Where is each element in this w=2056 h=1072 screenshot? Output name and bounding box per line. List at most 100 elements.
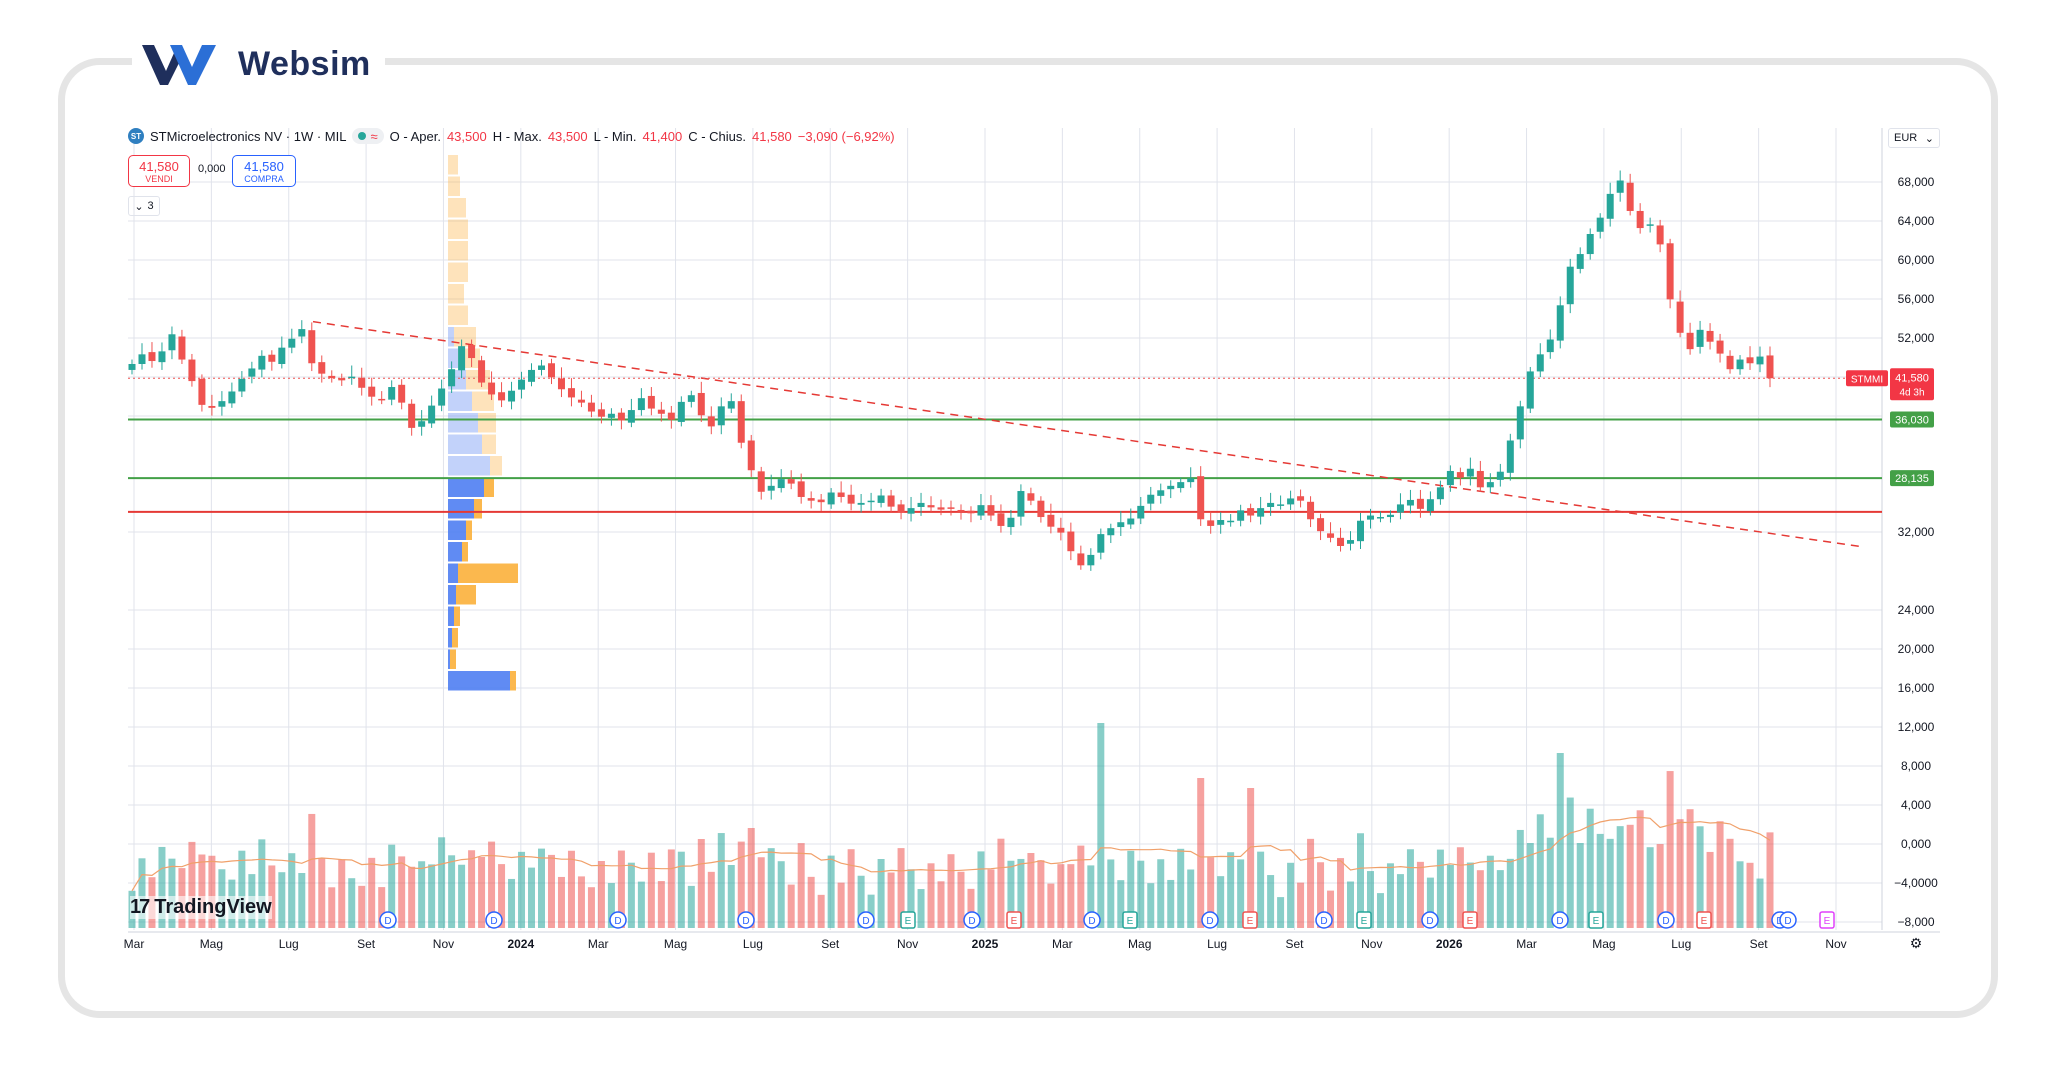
candle-body [1416, 498, 1424, 509]
volume-ma-line [131, 816, 1771, 892]
volume-bar [1357, 833, 1364, 928]
settings-gear-icon[interactable]: ⚙ [1909, 934, 1923, 951]
volume-bar [1626, 824, 1634, 928]
websim-logo: Websim [132, 36, 385, 92]
volume-profile-bar [484, 477, 494, 497]
dividend-marker-icon [1083, 911, 1101, 929]
tradingview-watermark: 17 TradingView [130, 896, 272, 919]
level-badge-label: 28,135 [1895, 473, 1929, 485]
x-tick-label: Mag [664, 937, 687, 951]
candle-body [248, 368, 256, 377]
candle-body [528, 369, 536, 382]
volume-bar [458, 864, 466, 928]
candle-body [667, 412, 675, 420]
candle-body [178, 336, 186, 360]
volume-profile-bar [450, 649, 456, 669]
volume-bar [1746, 862, 1754, 928]
candle-body [298, 329, 306, 337]
candle-body [847, 494, 855, 504]
candle-body [1307, 501, 1315, 520]
volume-bar [757, 857, 765, 928]
volume-bar [1636, 810, 1644, 928]
volume-bar [1287, 862, 1295, 928]
candle-body [1716, 340, 1724, 354]
sell-label: VENDI [145, 173, 173, 184]
volume-bar [1027, 853, 1035, 928]
volume-bar [1157, 859, 1165, 928]
candle-body [997, 513, 1005, 526]
volume-bar [1177, 848, 1185, 928]
volume-bar [1666, 771, 1674, 928]
volume-bar [348, 878, 356, 928]
volume-profile-bar [448, 499, 474, 519]
candle-body [977, 505, 985, 516]
volume-bar [308, 813, 316, 928]
volume-bar [238, 850, 246, 928]
candle-body [1596, 217, 1604, 232]
volume-bar [538, 848, 545, 928]
volume-bar [1676, 819, 1684, 928]
volume-bar [657, 881, 665, 928]
candle-body [1686, 332, 1694, 350]
candle-body [737, 401, 745, 443]
volume-profile-bar [448, 262, 468, 282]
level-badge [1890, 411, 1934, 428]
volume-profile-bar [448, 391, 472, 411]
earnings-marker-icon [1122, 911, 1138, 929]
candle-body [358, 377, 366, 388]
volume-bar [547, 854, 555, 928]
candle-body [498, 392, 506, 401]
volume-profile-bar [448, 219, 468, 239]
volume-bar [408, 866, 416, 928]
candle-body [468, 345, 476, 359]
volume-bar [1546, 837, 1554, 928]
indicators-count: 3 [147, 200, 154, 212]
symbol-title[interactable]: STMicroelectronics NV · 1W · MIL [150, 128, 347, 144]
volume-bar [1586, 808, 1594, 928]
volume-bar [1656, 844, 1664, 928]
volume-bar [1396, 874, 1404, 928]
x-tick-label: 2024 [507, 937, 534, 951]
candle-body [1756, 356, 1764, 365]
x-tick-label: Set [1285, 937, 1304, 951]
volume-profile-bar [474, 499, 482, 519]
volume-bar [448, 855, 456, 928]
candle-body [807, 498, 815, 501]
y-tick-label: 68,000 [1898, 175, 1935, 189]
change-value: −3,090 (−6,92%) [797, 128, 895, 144]
volume-bar [827, 855, 835, 928]
volume-profile-bar [448, 520, 466, 540]
volume-bar [707, 871, 715, 928]
countdown-label: 4d 3h [1899, 387, 1924, 398]
buy-button[interactable]: 41,580 COMPRA [232, 155, 296, 187]
volume-bar [1426, 877, 1434, 928]
earnings-marker-icon [1819, 911, 1835, 929]
volume-bar [907, 869, 915, 928]
candle-body [1037, 500, 1045, 518]
volume-bar [1147, 883, 1155, 928]
volume-profile-bar [448, 671, 510, 691]
currency-selector[interactable]: EUR ⌄ [1888, 128, 1940, 148]
volume-bar [488, 841, 496, 928]
candle-body [1476, 470, 1484, 488]
candle-body [1676, 301, 1684, 333]
volume-bar [1366, 871, 1374, 928]
volume-bar [1486, 855, 1494, 928]
low-value: 41,400 [642, 128, 683, 144]
volume-bar [1187, 869, 1195, 928]
candle-body [1556, 305, 1564, 341]
candle-body [1516, 406, 1524, 440]
x-tick-label: Mar [124, 937, 145, 951]
market-status-pill[interactable]: ≈ [352, 128, 384, 144]
sell-button[interactable]: 41,580 VENDI [128, 155, 190, 187]
candle-body [1546, 339, 1554, 353]
candle-body [1376, 517, 1384, 519]
st-logo-icon: ST [128, 128, 144, 144]
dividend-marker-icon [1657, 911, 1675, 929]
candle-body [1237, 510, 1245, 521]
volume-bar [607, 883, 615, 928]
dividend-marker-label: D [1556, 916, 1563, 927]
indicators-toggle[interactable]: ⌄ 3 [128, 196, 160, 216]
candle-body [867, 500, 875, 503]
